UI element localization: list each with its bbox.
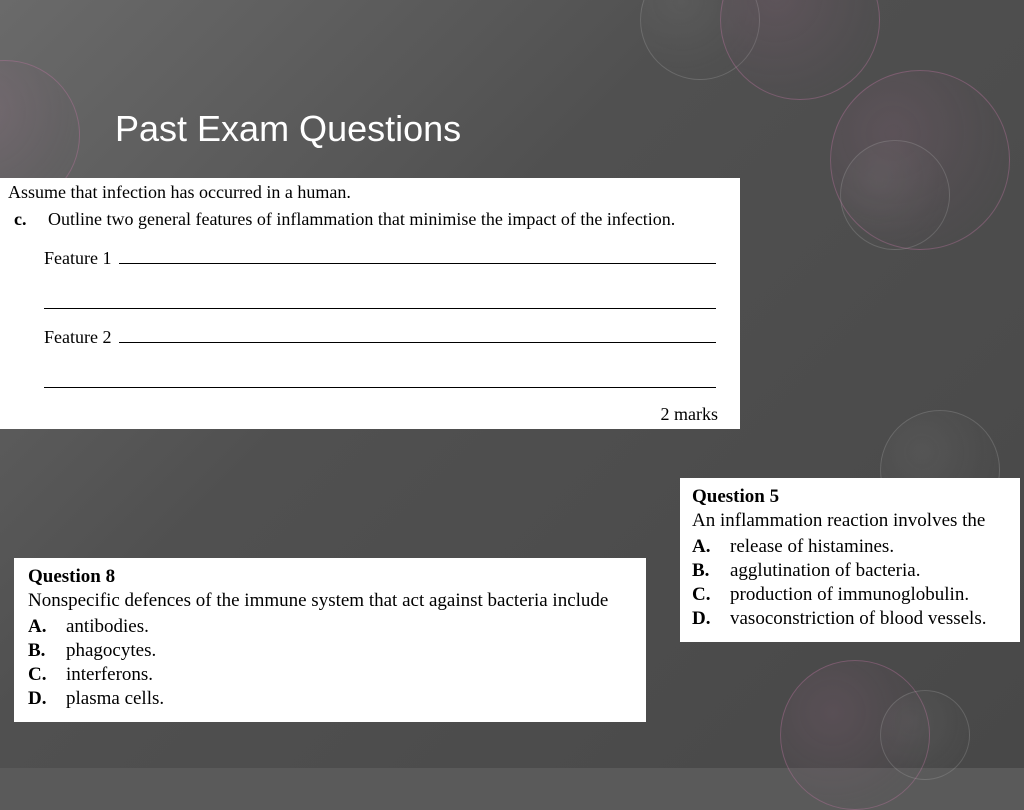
feature-1-label: Feature 1 [44, 248, 111, 269]
answer-line [119, 250, 716, 264]
question-5-stem: An inflammation reaction involves the [692, 510, 1008, 532]
option-label: C. [28, 664, 48, 686]
question-8-stem: Nonspecific defences of the immune syste… [28, 590, 632, 612]
question-8-option: D. plasma cells. [28, 688, 632, 710]
question-5-panel: Question 5 An inflammation reaction invo… [680, 478, 1020, 642]
question-5-option: D. vasoconstriction of blood vessels. [692, 608, 1008, 630]
option-text: plasma cells. [66, 688, 164, 710]
answer-line [119, 329, 716, 343]
option-text: phagocytes. [66, 640, 156, 662]
answer-line [44, 374, 716, 388]
option-label: A. [692, 536, 712, 558]
option-text: agglutination of bacteria. [730, 560, 920, 582]
question-5-option: C. production of immunoglobulin. [692, 584, 1008, 606]
question-8-option: B. phagocytes. [28, 640, 632, 662]
question-8-number: Question 8 [28, 566, 632, 588]
question-c-intro: Assume that infection has occurred in a … [8, 182, 726, 203]
option-label: D. [28, 688, 48, 710]
question-c-marks: 2 marks [8, 404, 718, 425]
option-text: interferons. [66, 664, 153, 686]
question-c-label: c. [14, 209, 30, 230]
option-label: A. [28, 616, 48, 638]
option-label: B. [692, 560, 712, 582]
question-c-row: c. Outline two general features of infla… [8, 209, 726, 230]
question-8-option: A. antibodies. [28, 616, 632, 638]
question-8-panel: Question 8 Nonspecific defences of the i… [14, 558, 646, 722]
option-text: production of immunoglobulin. [730, 584, 969, 606]
option-label: B. [28, 640, 48, 662]
option-text: vasoconstriction of blood vessels. [730, 608, 986, 630]
option-text: release of histamines. [730, 536, 894, 558]
question-5-option: B. agglutination of bacteria. [692, 560, 1008, 582]
question-8-options: A. antibodies. B. phagocytes. C. interferons.… [28, 616, 632, 710]
bubble-decoration [880, 690, 970, 780]
question-5-option: A. release of histamines. [692, 536, 1008, 558]
feature-2-row: Feature 2 [44, 327, 726, 348]
question-8-option: C. interferons. [28, 664, 632, 686]
bubble-decoration [840, 140, 950, 250]
feature-2-label: Feature 2 [44, 327, 111, 348]
answer-line [44, 295, 716, 309]
slide-title: Past Exam Questions [115, 108, 461, 150]
question-c-panel: Assume that infection has occurred in a … [0, 178, 740, 429]
option-label: D. [692, 608, 712, 630]
option-text: antibodies. [66, 616, 149, 638]
question-c-prompt: Outline two general features of inflamma… [48, 209, 675, 230]
feature-1-row: Feature 1 [44, 248, 726, 269]
question-5-number: Question 5 [692, 486, 1008, 508]
option-label: C. [692, 584, 712, 606]
question-5-options: A. release of histamines. B. agglutination … [692, 536, 1008, 630]
